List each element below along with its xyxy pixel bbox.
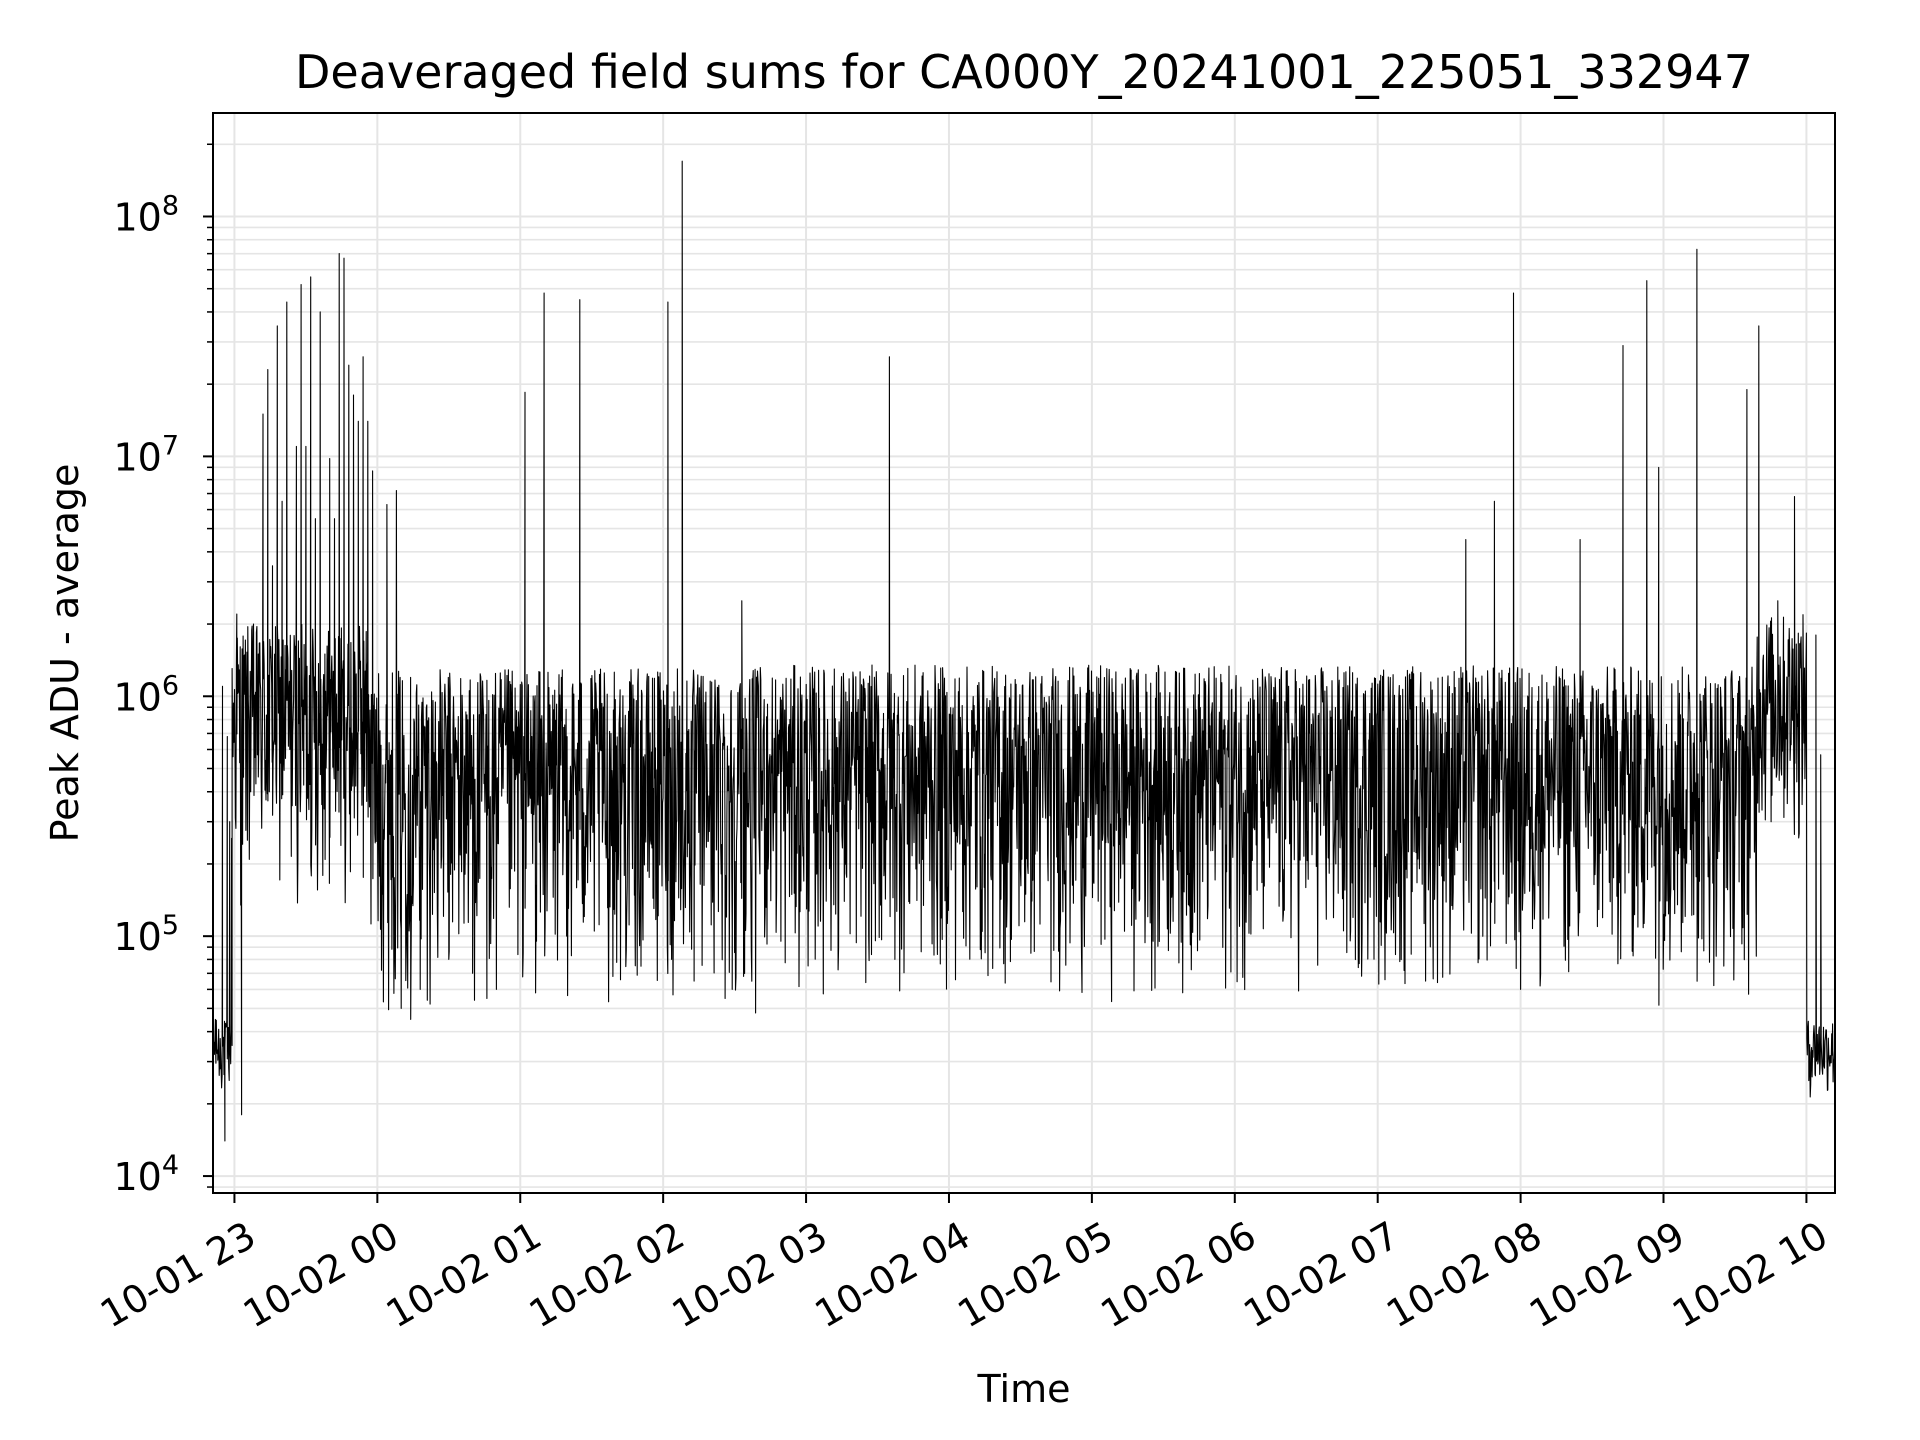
y-tick-label: 108 bbox=[113, 190, 179, 239]
plot-area bbox=[212, 160, 1836, 1142]
y-axis: 104 105 106 107 108 bbox=[113, 143, 213, 1199]
series-line bbox=[212, 160, 1836, 1142]
y-tick-label: 105 bbox=[113, 910, 179, 959]
y-tick-label: 107 bbox=[113, 430, 179, 479]
y-tick-label: 106 bbox=[113, 670, 179, 719]
y-axis-title: Peak ADU - average bbox=[43, 464, 87, 843]
plot-frame bbox=[212, 112, 1836, 1194]
y-tick-label: 104 bbox=[113, 1150, 179, 1199]
x-axis-title: Time bbox=[977, 1367, 1071, 1411]
chart-title: Deaveraged field sums for CA000Y_2024100… bbox=[295, 45, 1753, 99]
